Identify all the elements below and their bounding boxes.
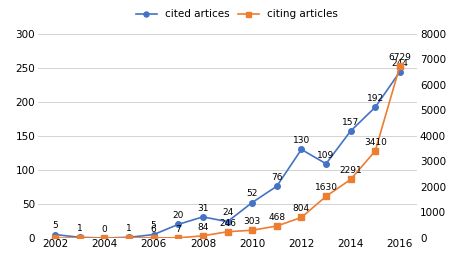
citing articles [249, 228, 255, 232]
cited artices [348, 129, 354, 133]
cited artices [175, 223, 181, 226]
cited artices [101, 236, 107, 240]
citing articles [299, 216, 304, 219]
citing articles [323, 195, 329, 198]
cited artices [323, 162, 329, 165]
citing articles [126, 236, 132, 240]
citing articles [274, 224, 280, 228]
cited artices [151, 233, 156, 236]
Text: 7: 7 [175, 225, 181, 234]
cited artices [52, 233, 58, 236]
Text: 1630: 1630 [315, 183, 337, 192]
Text: 31: 31 [197, 204, 209, 213]
cited artices [373, 106, 378, 109]
Text: 6729: 6729 [389, 53, 411, 62]
Text: 52: 52 [246, 189, 258, 199]
cited artices [77, 236, 82, 239]
citing articles [397, 64, 403, 68]
citing articles [52, 236, 58, 240]
cited artices [397, 70, 403, 73]
cited artices [225, 220, 230, 223]
cited artices [200, 215, 206, 219]
Text: 804: 804 [293, 204, 310, 213]
Text: 5: 5 [151, 221, 156, 230]
citing articles [151, 236, 156, 239]
citing articles [373, 149, 378, 153]
Line: citing articles: citing articles [53, 63, 402, 241]
Text: 1: 1 [126, 224, 132, 233]
citing articles [175, 236, 181, 239]
Text: 192: 192 [367, 94, 384, 103]
Text: 468: 468 [268, 213, 285, 222]
Text: 109: 109 [318, 151, 335, 160]
Line: cited artices: cited artices [53, 69, 402, 241]
Text: 84: 84 [197, 223, 209, 232]
Text: 0: 0 [101, 225, 107, 234]
citing articles [225, 230, 230, 234]
cited artices [249, 201, 255, 204]
Text: 1: 1 [77, 224, 82, 233]
Text: 2291: 2291 [339, 166, 362, 175]
cited artices [126, 236, 132, 239]
citing articles [101, 236, 107, 240]
citing articles [200, 234, 206, 237]
Legend: cited artices, citing articles: cited artices, citing articles [132, 5, 342, 24]
Text: 303: 303 [244, 217, 261, 226]
Text: 76: 76 [271, 173, 283, 182]
Text: 3410: 3410 [364, 138, 387, 147]
Text: 6: 6 [151, 225, 156, 234]
Text: 244: 244 [392, 59, 408, 67]
Text: 157: 157 [342, 118, 359, 127]
Text: 5: 5 [52, 221, 58, 230]
citing articles [77, 236, 82, 240]
Text: 24: 24 [222, 209, 233, 218]
cited artices [299, 148, 304, 151]
cited artices [274, 185, 280, 188]
Text: 246: 246 [219, 219, 236, 228]
Text: 130: 130 [293, 136, 310, 145]
Text: 20: 20 [173, 211, 184, 220]
citing articles [348, 178, 354, 181]
